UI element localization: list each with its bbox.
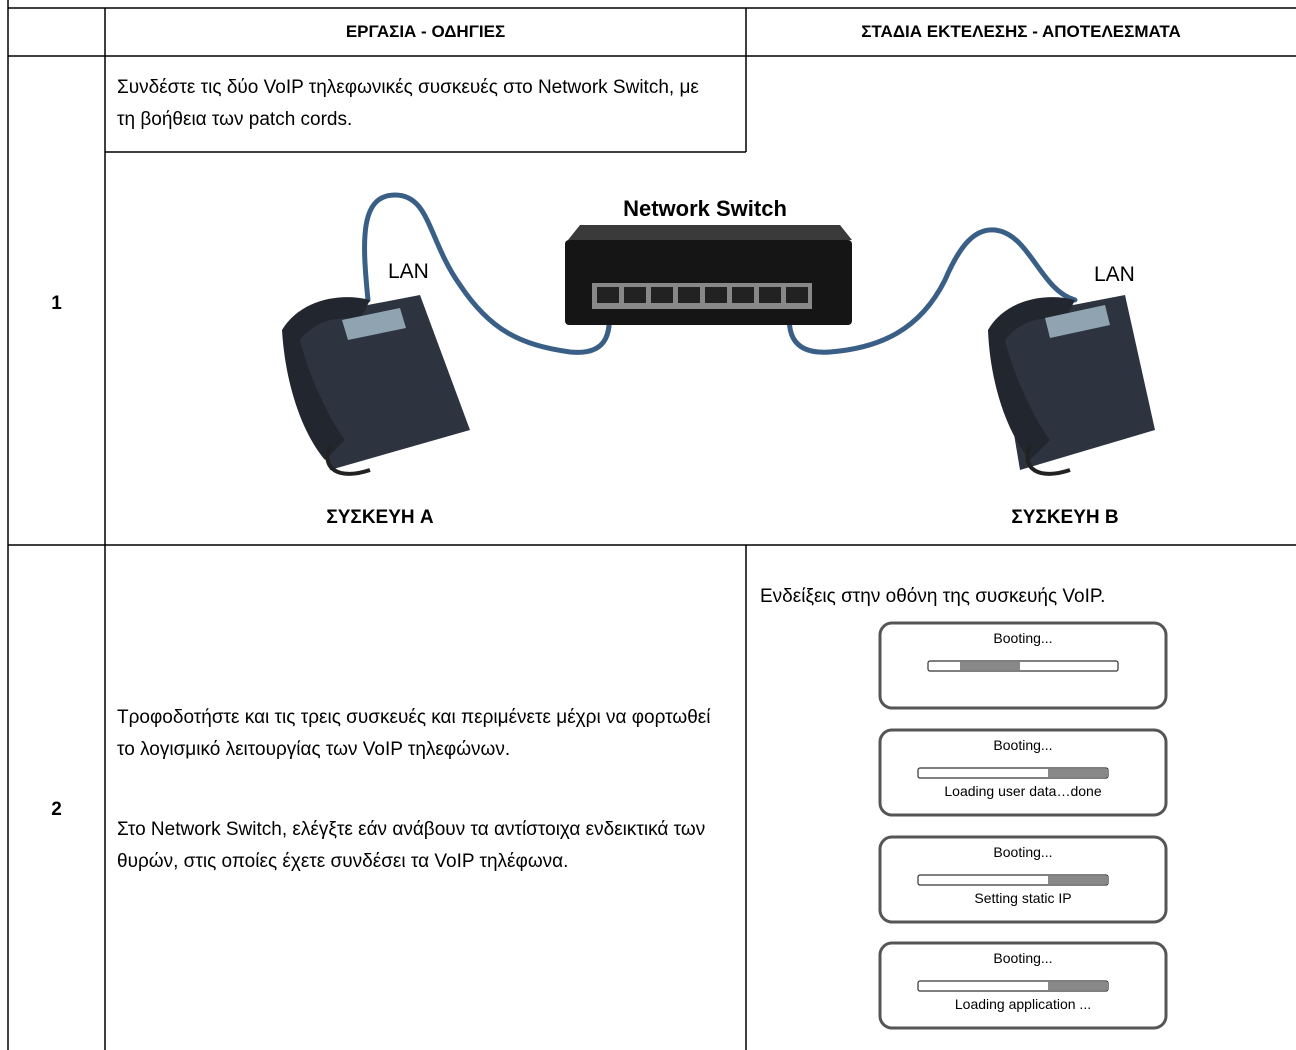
instruction: Στο Network Switch, ελέγξτε εάν ανάβουν … [117, 819, 706, 872]
instruction: Τροφοδοτήστε και τις τρεις συσκευές και … [117, 707, 711, 760]
table-borders [7, 0, 1296, 1050]
screen-title: Booting... [993, 630, 1052, 646]
cables [362, 192, 1078, 355]
instruction: Συνδέστε τις δύο VoIP τηλεφωνικές συσκευ… [117, 77, 699, 130]
row-number: 2 [51, 799, 62, 820]
screen-title: Booting... [993, 844, 1052, 860]
device-label: ΣΥΣΚΕΥΗ B [1011, 507, 1119, 528]
screen-status: Loading user data…done [944, 783, 1101, 799]
progress-bar [927, 660, 1119, 672]
switch-label: Network Switch [623, 196, 787, 221]
progress-fill [1048, 982, 1108, 990]
progress-fill [1048, 876, 1108, 884]
phone-a [282, 295, 470, 476]
screen-title: Booting... [993, 950, 1052, 966]
result-caption: Ενδείξεις στην οθόνη της συσκευής VoIP. [760, 586, 1106, 607]
lan-label: LAN [388, 260, 429, 283]
header-results: ΣΤΑΔΙΑ ΕΚΤΕΛΕΣΗΣ - ΑΠΟΤΕΛΕΣΜΑΤΑ [861, 22, 1181, 41]
lan-label: LAN [1094, 263, 1135, 286]
device-label: ΣΥΣΚΕΥΗ A [326, 507, 434, 528]
screen-list: Booting... Booting... Loading user data…do… [878, 621, 1168, 1030]
progress-fill [960, 662, 1020, 670]
header-task: ΕΡΓΑΣΙΑ - ΟΔΗΓΙΕΣ [345, 22, 506, 41]
network-switch [565, 225, 852, 325]
row-number: 1 [51, 293, 62, 314]
screen-title: Booting... [993, 737, 1052, 753]
phone-b [988, 295, 1155, 476]
screen-status: Loading application ... [955, 996, 1091, 1012]
progress-fill [1048, 769, 1108, 777]
screen-status: Setting static IP [974, 890, 1071, 906]
